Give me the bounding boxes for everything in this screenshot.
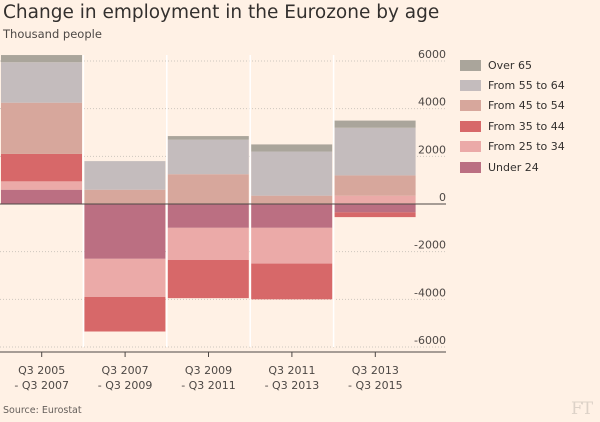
- legend-swatch: [460, 161, 481, 173]
- legend-swatch: [460, 100, 481, 112]
- bar-segment-over-65: [1, 55, 82, 63]
- bar-segment-from-55-to-64: [251, 151, 333, 196]
- bar-segment-from-35-to-44: [167, 260, 249, 299]
- ft-logo: FT: [571, 399, 593, 419]
- x-tick-label: - Q3 2015: [348, 379, 403, 392]
- bar-segment-over-65: [251, 144, 333, 152]
- chart-legend: Over 65 From 55 to 64 From 45 to 54 From 35…: [460, 55, 565, 177]
- bar-segment-from-25-to-34: [334, 195, 416, 204]
- bar-segment-over-65: [167, 136, 249, 140]
- bar-segment-from-25-to-34: [84, 258, 166, 297]
- x-tick-label: Q3 2007: [102, 364, 149, 377]
- bar-segment-under-24: [1, 189, 82, 204]
- x-tick-label: - Q3 2013: [265, 379, 320, 392]
- x-tick-label: - Q3 2007: [14, 379, 69, 392]
- bar-segment-from-35-to-44: [1, 153, 82, 182]
- bar-segment-from-45-to-54: [84, 189, 166, 204]
- legend-item: From 45 to 54: [460, 96, 565, 116]
- x-tick-label: Q3 2009: [185, 364, 232, 377]
- legend-label: From 35 to 44: [488, 119, 565, 133]
- x-tick-label: Q3 2013: [352, 364, 399, 377]
- x-tick-label: Q3 2011: [268, 364, 315, 377]
- bar-segment-from-45-to-54: [167, 174, 249, 204]
- chart-subtitle: Thousand people: [3, 27, 102, 41]
- legend-swatch: [460, 59, 481, 71]
- y-tick-label: -2000: [414, 239, 446, 252]
- legend-item: From 35 to 44: [460, 116, 565, 136]
- legend-swatch: [460, 80, 481, 92]
- legend-label: From 45 to 54: [488, 99, 565, 113]
- y-tick-label: 6000: [418, 48, 446, 61]
- legend-label: From 55 to 64: [488, 79, 565, 93]
- bar-segment-from-45-to-54: [251, 195, 333, 204]
- bar-segment-under-24: [251, 204, 333, 228]
- bar-segment-from-35-to-44: [334, 212, 416, 218]
- bar-segment-from-55-to-64: [167, 139, 249, 175]
- legend-item: From 25 to 34: [460, 137, 565, 157]
- legend-label: Over 65: [488, 58, 532, 72]
- x-tick-label: - Q3 2011: [181, 379, 236, 392]
- legend-item: Over 65: [460, 55, 565, 75]
- bar-segment-from-55-to-64: [84, 161, 166, 190]
- bar-segment-under-24: [84, 204, 166, 259]
- bar-segment-from-45-to-54: [334, 175, 416, 196]
- bar-segment-from-35-to-44: [251, 263, 333, 300]
- bar-segment-from-25-to-34: [251, 227, 333, 264]
- legend-item: From 55 to 64: [460, 75, 565, 95]
- x-tick-label: Q3 2005: [18, 364, 65, 377]
- legend-label: Under 24: [488, 160, 539, 174]
- bar-segment-from-25-to-34: [1, 181, 82, 190]
- bar-segment-from-25-to-34: [167, 227, 249, 261]
- y-tick-label: 2000: [418, 143, 446, 156]
- chart-title: Change in employment in the Eurozone by …: [3, 2, 440, 23]
- bar-segment-under-24: [167, 204, 249, 228]
- legend-label: From 25 to 34: [488, 140, 565, 154]
- x-tick-label: - Q3 2009: [98, 379, 153, 392]
- legend-item: Under 24: [460, 157, 565, 177]
- source-note: Source: Eurostat: [3, 405, 82, 416]
- y-tick-label: 0: [439, 191, 446, 204]
- legend-swatch: [460, 141, 481, 153]
- y-tick-label: -6000: [414, 334, 446, 347]
- bar-segment-from-45-to-54: [1, 102, 82, 154]
- legend-swatch: [460, 120, 481, 132]
- bar-segment-from-35-to-44: [84, 296, 166, 332]
- y-tick-label: -4000: [414, 286, 446, 299]
- bar-segment-over-65: [334, 120, 416, 128]
- y-tick-label: 4000: [418, 96, 446, 109]
- bar-segment-under-24: [334, 204, 416, 213]
- bar-segment-from-55-to-64: [334, 127, 416, 176]
- bar-segment-from-55-to-64: [1, 62, 82, 103]
